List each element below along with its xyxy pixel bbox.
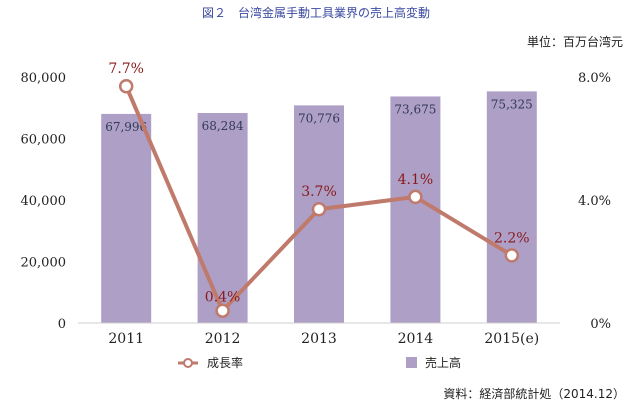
bar [197,113,248,323]
legend-item-growth: 成長率 [178,355,243,370]
bar-value-label: 70,776 [298,111,340,125]
x-tick-label: 2011 [108,331,144,347]
left-tick-label: 40,000 [21,194,67,209]
left-axis-ticks: 0 20,000 40,000 60,000 80,000 [21,71,67,332]
legend-label-growth: 成長率 [207,355,243,370]
bar-value-labels: 67,996 68,284 70,776 73,675 75,325 [105,97,533,134]
growth-marker [311,201,327,217]
legend-circle-icon [183,358,193,368]
x-tick-label: 2014 [398,331,434,347]
source-label: 資料：経済部統計処（2014.12） [443,386,625,401]
right-tick-label: 8.0% [578,71,611,86]
growth-value-label: 4.1% [398,172,434,188]
bar-value-label: 75,325 [491,97,533,111]
x-tick-label: 2013 [301,331,337,347]
growth-value-labels: 7.7% 0.4% 3.7% 4.1% 2.2% [108,61,529,305]
bar [390,96,441,323]
legend-label-sales: 売上高 [425,355,461,370]
legend: 成長率 売上高 [178,355,461,370]
growth-marker [408,189,423,205]
x-tick-label: 2012 [205,331,241,347]
right-axis-ticks: 0% 4.0% 8.0% [578,71,611,332]
bar-value-label: 67,996 [105,120,147,134]
chart-title: 図２ 台湾金属手動工具業界の売上高変動 [202,5,430,20]
growth-value-label: 2.2% [494,230,530,246]
x-axis-ticks: 2011 2012 2013 2014 2015(e) [108,331,539,347]
left-tick-label: 20,000 [21,256,67,271]
legend-item-sales: 売上高 [406,355,461,370]
bar-value-label: 73,675 [394,102,436,116]
right-tick-label: 4.0% [578,194,611,209]
legend-square-icon [406,357,417,368]
growth-value-label: 7.7% [108,61,144,77]
left-tick-label: 60,000 [21,133,67,148]
right-tick-label: 0% [590,317,611,332]
growth-marker [504,248,520,263]
plot-area: 0 20,000 40,000 60,000 80,000 0% 4.0% 8.0% 67,… [21,61,612,347]
bar [486,91,537,323]
growth-value-label: 0.4% [205,290,241,306]
bar-value-label: 68,284 [202,119,244,133]
unit-label: 単位：百万台湾元 [527,34,623,49]
left-tick-label: 80,000 [21,71,67,86]
bar-series-sales [101,91,537,324]
bar [101,113,152,324]
growth-marker [215,303,230,318]
growth-marker [118,78,134,94]
growth-value-label: 3.7% [301,184,337,200]
x-tick-label: 2015(e) [484,331,539,347]
line-series-growth [118,78,520,318]
left-tick-label: 0 [58,317,66,332]
